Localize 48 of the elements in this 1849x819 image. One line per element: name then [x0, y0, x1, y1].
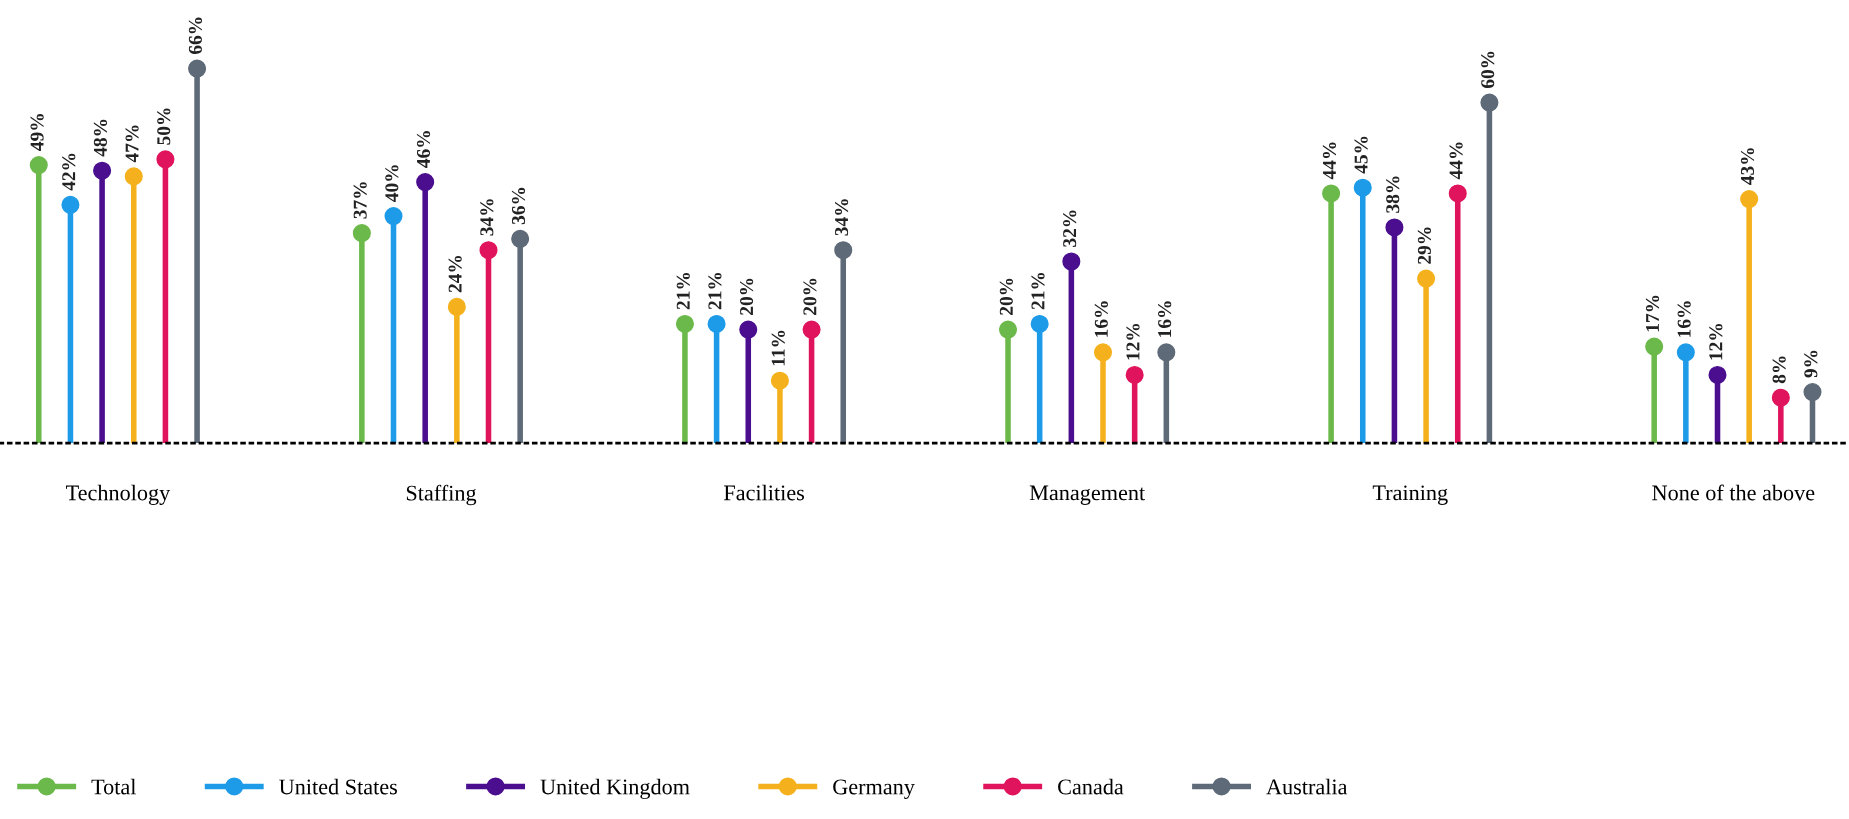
data-label: 16% — [1677, 301, 1691, 337]
data-label: 9% — [1804, 350, 1818, 378]
data-label: 40% — [385, 165, 399, 202]
data-label: 36% — [511, 187, 526, 225]
data-label: 34% — [834, 199, 849, 236]
data-label: 42% — [62, 153, 76, 191]
legend-label: Germany — [833, 779, 915, 799]
data-label: 44% — [1449, 142, 1463, 180]
data-label: 16% — [1094, 301, 1108, 337]
data-label: 17% — [1645, 295, 1660, 332]
data-label: 38% — [1386, 176, 1400, 213]
legend-label: Total — [91, 778, 137, 795]
data-label: 32% — [1063, 210, 1077, 247]
x-tick-label: Facilities — [723, 484, 805, 501]
data-label: 60% — [1481, 51, 1495, 89]
data-label: 20% — [740, 278, 754, 315]
x-tick-label: Training — [1372, 485, 1448, 505]
data-label: 12% — [1709, 324, 1723, 360]
data-label: 44% — [1322, 142, 1337, 180]
x-tick-label: Management — [1029, 485, 1146, 505]
data-label: 49% — [30, 114, 44, 151]
data-label: 29% — [1417, 227, 1432, 264]
data-label: 48% — [93, 119, 108, 157]
data-label: 24% — [448, 255, 462, 293]
data-label: 47% — [125, 125, 139, 163]
data-label: 12% — [1126, 324, 1140, 360]
data-label: 16% — [1158, 301, 1172, 337]
x-tick-label: Technology — [66, 484, 171, 505]
data-label: 21% — [708, 272, 722, 310]
data-label: 34% — [480, 199, 494, 236]
data-label: 66% — [188, 17, 203, 55]
data-label: 20% — [803, 278, 817, 315]
x-tick-label: None of the above — [1652, 484, 1815, 501]
legend-label: United Kingdom — [540, 778, 690, 799]
legend-label: United States — [279, 778, 397, 795]
data-label: 20% — [999, 278, 1013, 315]
data-label: 43% — [1740, 148, 1755, 185]
data-label: 11% — [771, 330, 785, 366]
data-label: 21% — [1031, 272, 1045, 310]
data-label: 21% — [676, 272, 690, 310]
data-label: 46% — [416, 131, 431, 168]
data-label: 37% — [353, 182, 367, 219]
data-label: 8% — [1772, 356, 1786, 384]
legend-label: Canada — [1058, 778, 1124, 795]
data-label: 45% — [1354, 136, 1368, 174]
data-label: 50% — [157, 108, 171, 145]
x-tick-label: Staffing — [406, 484, 477, 506]
legend-label: Australia — [1266, 778, 1348, 795]
